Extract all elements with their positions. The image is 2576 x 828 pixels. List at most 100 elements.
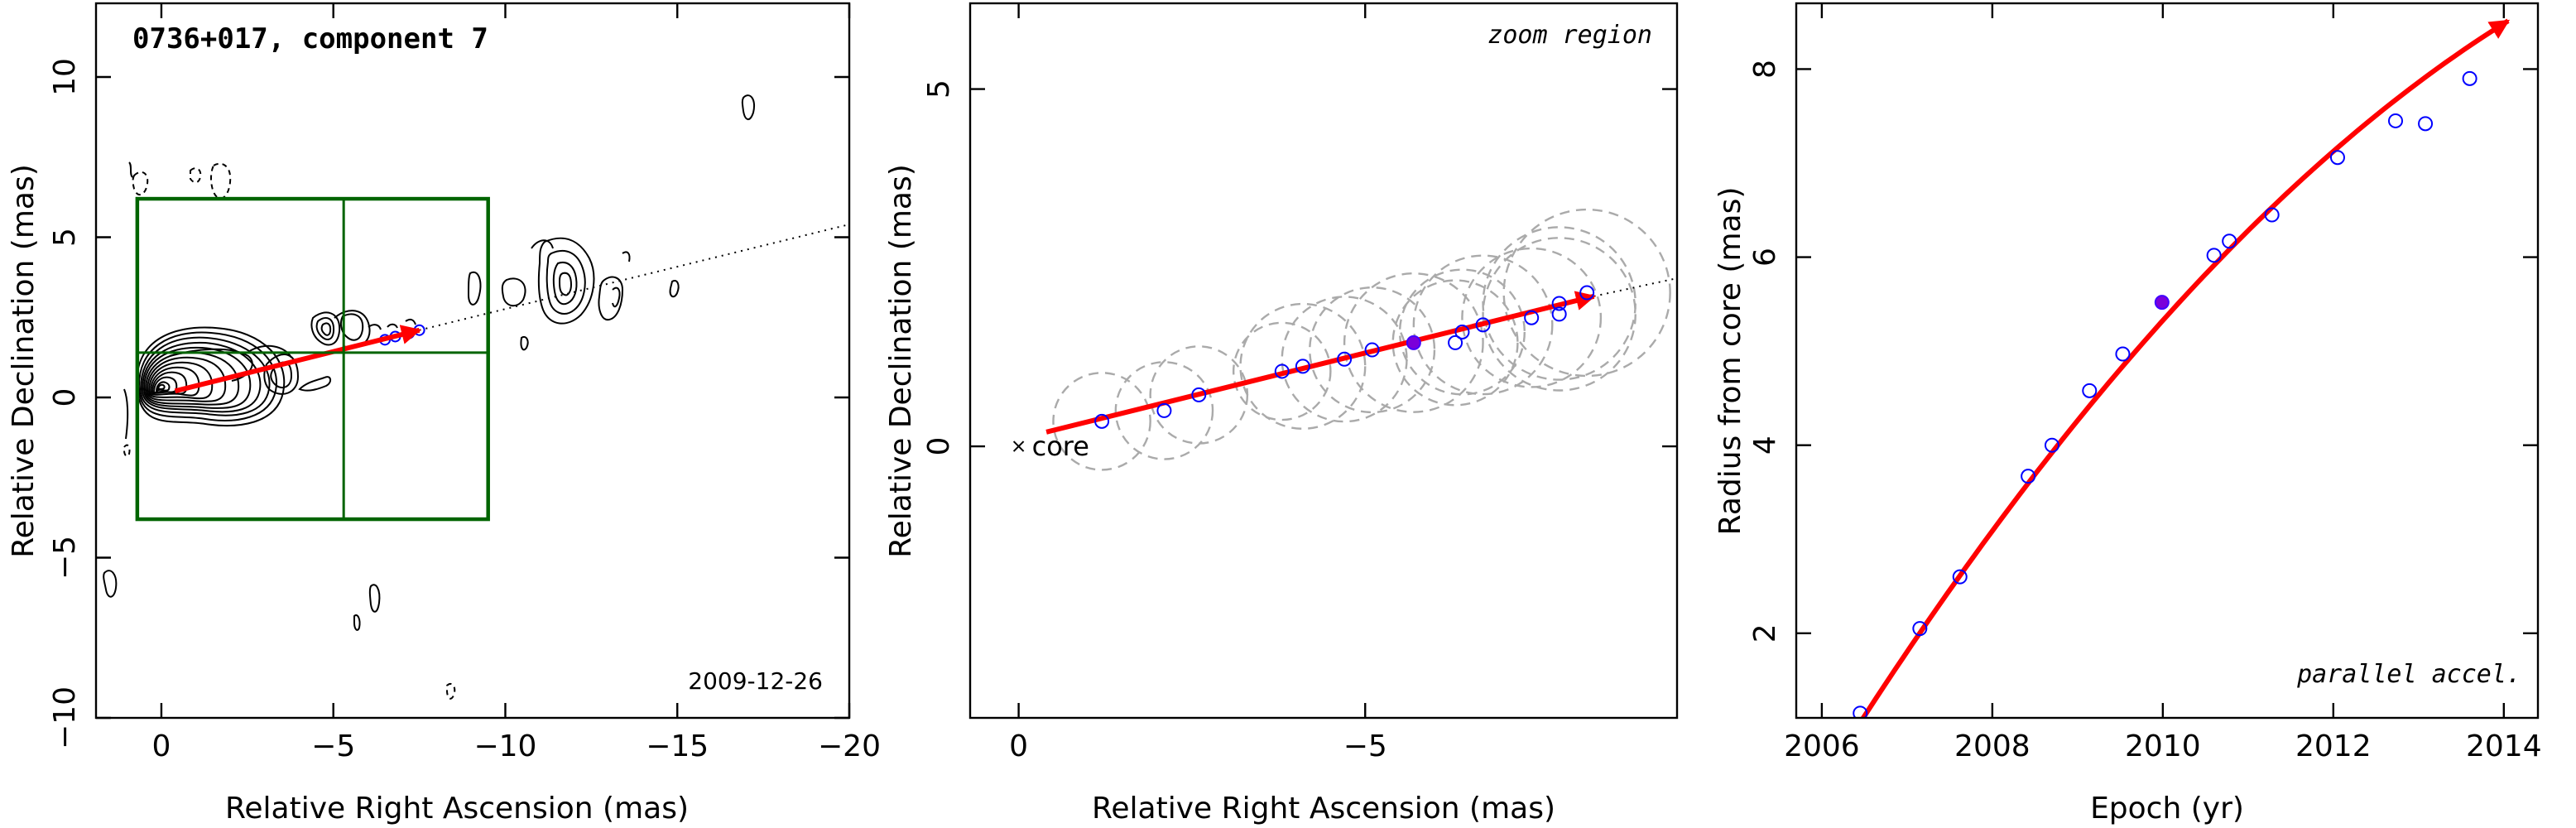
beam-circle (1398, 268, 1526, 396)
beam-circle (1461, 247, 1603, 388)
y-axis-label: Radius from core (mas) (1713, 187, 1747, 536)
panel-radius-vs-epoch: 2006 2008 2010 2012 2014 2 4 6 8 parallel accel… (1713, 2, 2542, 826)
x-axis-tick-label: 2014 (2466, 729, 2542, 763)
y-ticks: 05 (922, 79, 1677, 456)
x-axis-tick-label: 2012 (2295, 729, 2372, 763)
y-axis-label: Relative Declination (mas) (7, 164, 41, 558)
y-ticks: −10 −5 0 5 10 (48, 58, 849, 749)
radius-point (2082, 383, 2098, 398)
radius-point (1912, 621, 1928, 637)
acceleration-annotation: parallel accel. (2296, 660, 2521, 689)
radius-point (2462, 70, 2477, 86)
x-axis-tick-label: 0 (1009, 729, 1028, 763)
core-cross-stroke (1012, 440, 1025, 452)
x-axis-tick-label: −5 (311, 729, 355, 763)
zoom-region-annotation: zoom region (1487, 21, 1652, 50)
beam-circle (1412, 254, 1554, 396)
component-position-point (1524, 310, 1540, 325)
component-position-point (1337, 351, 1353, 367)
x-axis-tick-label: 2008 (1954, 729, 2031, 763)
component-position-point (1364, 342, 1380, 358)
y-axis-tick-label: 5 (922, 79, 956, 99)
radius-point (2115, 346, 2131, 362)
component-position-point (1274, 363, 1290, 379)
component-position-point (1475, 317, 1491, 333)
y-axis-tick-label: 0 (48, 388, 82, 407)
x-ticks: 2006 2008 2010 2012 2014 (1784, 3, 2542, 763)
x-axis-label: Epoch (yr) (2090, 792, 2244, 826)
radius-points (1853, 70, 2477, 718)
radius-point (2388, 113, 2404, 128)
fit-curve (1860, 18, 2511, 718)
axes-frame (968, 2, 1679, 720)
x-ticks: 0 −5 (1009, 3, 1387, 763)
beam-circle (1343, 272, 1484, 413)
beam-circle (1502, 208, 1671, 378)
y-axis-tick-label: 8 (1748, 60, 1782, 79)
beam-circles (1052, 208, 1671, 471)
radius-point (2044, 437, 2059, 453)
panel-vlbi-map: 0 −5 −10 −15 −20 −10 −5 0 5 10 0736+017, compone… (7, 2, 881, 826)
axes-frame (94, 2, 851, 720)
radius-point (2329, 150, 2345, 166)
y-axis-tick-label: 10 (48, 58, 82, 96)
epoch-date-label: 2009-12-26 (688, 667, 823, 695)
radius-point (1952, 569, 1968, 585)
beam-circle (1114, 361, 1214, 460)
x-axis-label: Relative Right Ascension (mas) (225, 792, 689, 826)
component-position-point (1579, 285, 1595, 301)
y-ticks: 2 4 6 8 (1748, 60, 2538, 643)
extension-contours (103, 94, 755, 631)
core-marker (1012, 440, 1025, 452)
y-axis-tick-label: 4 (1748, 436, 1782, 455)
y-axis-tick-label: 0 (922, 437, 956, 456)
jet-track-line (1593, 277, 1677, 297)
radius-point (2021, 469, 2036, 484)
x-axis-tick-label: −10 (473, 729, 536, 763)
component-positions (1094, 285, 1595, 429)
negative-contours (123, 162, 456, 700)
trajectory-arrow (174, 325, 421, 394)
trajectory-arrow (1045, 291, 1596, 435)
highlighted-radius-point (2154, 295, 2170, 310)
map-title: 0736+017, component 7 (132, 22, 488, 55)
panel-zoom-region: core 0 −5 05 zoom region Relative Right A… (884, 2, 1679, 826)
y-axis-tick-label: 6 (1748, 248, 1782, 267)
x-ticks: 0 −5 −10 −15 −20 (151, 3, 881, 763)
x-axis-tick-label: 0 (151, 729, 171, 763)
beam-circle (1482, 226, 1636, 381)
radius-point (2418, 116, 2434, 132)
y-axis-tick-label: −10 (48, 686, 82, 749)
core-contours (136, 326, 286, 426)
component-position-point (1156, 402, 1172, 418)
x-axis-label: Relative Right Ascension (mas) (1092, 792, 1555, 826)
x-axis-tick-label: −20 (818, 729, 881, 763)
map-contours (103, 94, 849, 700)
y-axis-tick-label: 5 (48, 228, 82, 247)
component-position-point (1191, 387, 1207, 402)
x-axis-tick-label: 2006 (1784, 729, 1860, 763)
component-position-point (1448, 335, 1463, 350)
beam-circle (1482, 237, 1636, 392)
axes-frame (1795, 2, 2540, 720)
component-position-point (1295, 359, 1310, 374)
y-axis-label: Relative Declination (mas) (884, 164, 918, 558)
zoom-region-box (135, 196, 490, 522)
y-axis-tick-label: 2 (1748, 623, 1782, 643)
component-position-point (1551, 306, 1567, 322)
radius-point (2264, 207, 2280, 223)
component-position-point (1454, 324, 1470, 339)
x-axis-tick-label: 2010 (2125, 729, 2201, 763)
x-axis-tick-label: −5 (1343, 729, 1387, 763)
jet-track-line (419, 224, 849, 331)
beam-circle (1391, 279, 1519, 407)
highlighted-position-point (1406, 335, 1421, 350)
radius-point (1853, 705, 1868, 718)
radius-point (2222, 233, 2237, 249)
y-axis-tick-label: −5 (48, 536, 82, 580)
component-position-point (1551, 296, 1567, 311)
component-position-point (1094, 413, 1110, 429)
beam-circle (1232, 321, 1332, 421)
radius-point (2206, 248, 2222, 263)
